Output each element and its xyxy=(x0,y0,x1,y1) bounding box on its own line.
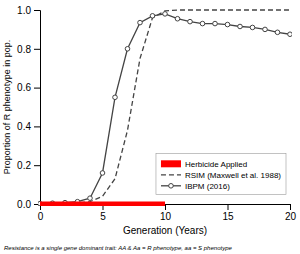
legend-entry: Herbicide Applied xyxy=(161,160,247,169)
tick-label: 5 xyxy=(100,211,106,222)
marker xyxy=(263,27,268,32)
marks xyxy=(38,10,292,206)
marker xyxy=(125,47,130,52)
tick-label: 0.6 xyxy=(17,82,31,93)
legend-label: IBPM (2016) xyxy=(185,182,230,191)
tick: 0.0 xyxy=(17,199,40,210)
chart: 0 5 10 15 20 0.0 0.2 0.4 0.6 0.8 1.0 Generation (Ye… xyxy=(0,0,300,254)
axis-line xyxy=(41,205,291,211)
y-axis: 0.0 0.2 0.4 0.6 0.8 1.0 xyxy=(17,5,40,210)
chart-container: 0 5 10 15 20 0.0 0.2 0.4 0.6 0.8 1.0 Generation (Ye… xyxy=(0,0,300,254)
marker xyxy=(150,14,155,19)
y-axis-title: Proportion of R phenotype in pop. xyxy=(2,40,12,175)
tick: 0.2 xyxy=(17,160,40,171)
tick: 0.6 xyxy=(17,82,40,93)
tick-mark xyxy=(34,126,40,127)
marker xyxy=(88,196,93,201)
tick-label: 15 xyxy=(222,211,234,222)
tick: 1.0 xyxy=(17,5,40,16)
x-axis: 0 5 10 15 20 xyxy=(38,204,297,222)
marker xyxy=(175,16,180,21)
legend-label: Herbicide Applied xyxy=(185,160,247,169)
marker xyxy=(288,32,292,37)
marker xyxy=(213,21,218,26)
series xyxy=(38,12,292,206)
tick: 10 xyxy=(160,204,172,222)
tick-label: 0 xyxy=(38,211,44,222)
tick: 5 xyxy=(100,204,106,222)
tick: 0.8 xyxy=(17,44,40,55)
tick-label: 0.0 xyxy=(17,199,31,210)
tick-mark xyxy=(34,88,40,89)
line xyxy=(40,10,290,204)
tick-label: 1.0 xyxy=(17,5,31,16)
legend-label: RSIM (Maxwell et al. 1988) xyxy=(185,171,281,180)
tick: 0.4 xyxy=(17,121,40,132)
tick-mark xyxy=(34,10,40,11)
tick-label: 0.2 xyxy=(17,160,31,171)
tick: 0 xyxy=(38,204,44,222)
legend-marker xyxy=(169,184,174,189)
axis-line xyxy=(34,11,41,205)
marker xyxy=(138,20,143,25)
marker xyxy=(275,30,280,35)
plot: 0 5 10 15 20 0.0 0.2 0.4 0.6 0.8 1.0 Generation (Ye… xyxy=(17,5,296,236)
marker xyxy=(113,95,118,100)
tick-mark xyxy=(290,204,291,210)
legend-entry: IBPM (2016) xyxy=(161,182,230,191)
marker xyxy=(188,19,193,24)
series xyxy=(40,204,165,205)
marker xyxy=(100,171,105,176)
footnote: Resistance is a single gene dominant tra… xyxy=(4,245,232,251)
line xyxy=(40,14,290,204)
x-axis-title: Generation (Years) xyxy=(123,225,207,236)
legend-entry: RSIM (Maxwell et al. 1988) xyxy=(161,171,281,180)
legend-box xyxy=(156,153,286,194)
series xyxy=(40,10,290,204)
legend-swatch xyxy=(161,160,181,167)
herbicide-span xyxy=(40,202,165,207)
legend: Herbicide Applied RSIM (Maxwell et al. 19… xyxy=(156,153,286,194)
tick-label: 0.4 xyxy=(17,121,31,132)
tick-label: 20 xyxy=(285,211,297,222)
tick-mark xyxy=(34,49,40,50)
tick-label: 10 xyxy=(160,211,172,222)
marker xyxy=(200,21,205,26)
marker xyxy=(238,24,243,29)
marker xyxy=(163,12,168,17)
legend-swatch xyxy=(161,174,181,175)
tick: 15 xyxy=(222,204,234,222)
tick-mark xyxy=(165,204,166,210)
tick: 20 xyxy=(285,204,297,222)
marker xyxy=(225,22,230,27)
tick-label: 0.8 xyxy=(17,44,31,55)
tick-mark xyxy=(34,165,40,166)
tick-mark xyxy=(228,204,229,210)
marker xyxy=(250,25,255,30)
